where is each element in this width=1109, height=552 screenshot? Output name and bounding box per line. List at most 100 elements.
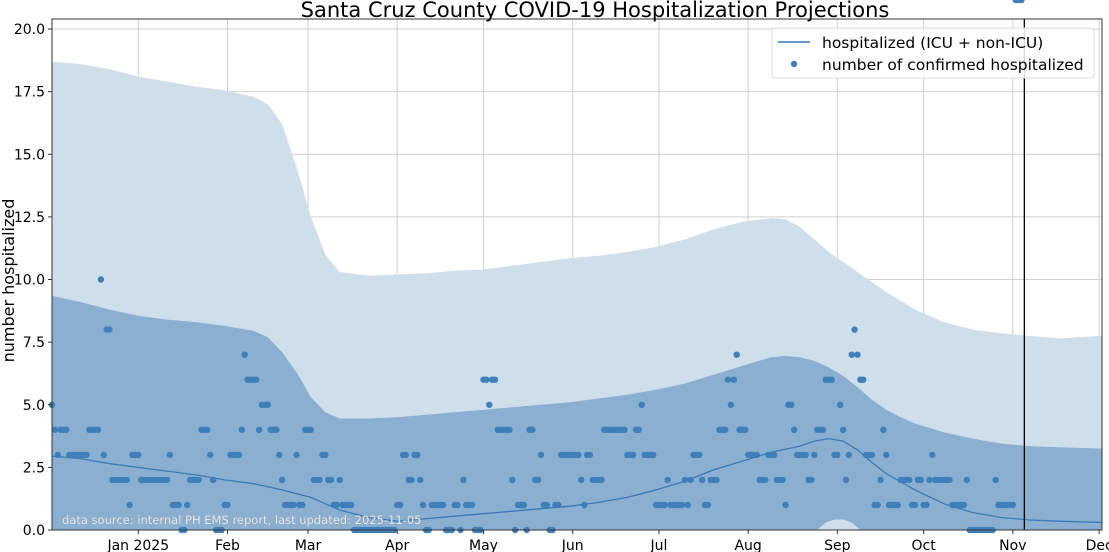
y-tick-label: 5.0 (23, 398, 45, 414)
observed-point (278, 476, 286, 484)
legend-entry-projection: hospitalized (ICU + non-ICU) (822, 34, 1043, 52)
observed-point (293, 451, 300, 459)
observed-point (874, 501, 881, 509)
observed-point (963, 476, 970, 484)
observed-point (543, 501, 550, 509)
observed-point (704, 501, 712, 509)
observed-point (782, 501, 789, 509)
data-source-annotation: data source: internal PH EMS report, las… (62, 513, 421, 527)
axes: 0.0 2.5 5.0 7.5 10.0 12.5 15.0 17.5 20.0 Jan 2025… (14, 18, 1109, 552)
observed-point (788, 401, 795, 408)
y-tick-label: 20.0 (14, 22, 45, 38)
observed-point (51, 426, 59, 433)
observed-point (834, 451, 841, 459)
x-tick-label: Apr (385, 538, 409, 552)
observed-point (316, 476, 323, 484)
observed-point (727, 401, 735, 408)
observed-point (664, 476, 671, 484)
observed-point (868, 451, 876, 459)
observed-point (336, 476, 343, 484)
x-tick-label: May (469, 538, 498, 552)
observed-point (779, 476, 786, 484)
observed-point (650, 451, 657, 459)
x-tick-label: Oct (912, 538, 937, 552)
observed-point (621, 426, 628, 433)
observed-point (575, 451, 582, 459)
observed-point (253, 376, 260, 383)
observed-point (880, 426, 887, 433)
observed-point (791, 426, 798, 433)
observed-point (529, 426, 536, 433)
plot-frame (51, 18, 1103, 531)
observed-point (241, 351, 248, 358)
observed-point (917, 476, 924, 484)
confidence-bands (52, 61, 1102, 530)
observed-point (724, 376, 732, 383)
y-tick-label: 12.5 (14, 210, 45, 226)
observed-point (408, 476, 415, 484)
legend: hospitalized (ICU + non-ICU) number of c… (771, 27, 1095, 79)
observed-point (486, 401, 493, 408)
observed-point (581, 501, 588, 509)
y-tick-label: 10.0 (14, 273, 45, 289)
x-tick-label: Jul (650, 538, 668, 552)
observed-point (235, 451, 243, 459)
observed-point (440, 501, 447, 509)
observed-point (578, 476, 585, 484)
observed-point (163, 476, 171, 484)
observed-point (184, 501, 191, 509)
observed-point (327, 476, 335, 484)
inner-confidence-band (52, 295, 1102, 530)
observed-point (414, 451, 421, 459)
observed-point (808, 476, 815, 484)
observed-point (923, 501, 930, 509)
x-tick-label: Sep (824, 538, 851, 552)
observed-point (883, 451, 890, 459)
observed-point (483, 376, 490, 383)
observed-point (713, 476, 720, 484)
observed-point (195, 476, 202, 484)
observed-point (83, 451, 90, 459)
y-tick-label: 7.5 (23, 335, 45, 351)
observed-point (992, 476, 999, 484)
observed-point (238, 426, 246, 433)
observed-point (586, 451, 594, 459)
projection-line (51, 437, 1103, 524)
observed-point (419, 501, 427, 509)
observed-point (537, 451, 545, 459)
inner-band-lower-gap (817, 519, 861, 530)
x-tick-label: Dec (1086, 538, 1109, 552)
observed-point (468, 501, 476, 509)
observed-point (698, 476, 706, 484)
observed-point (811, 451, 818, 459)
y-tick-label: 17.5 (14, 85, 45, 101)
observed-point (123, 476, 130, 484)
observed-point (396, 501, 404, 509)
legend-entry-observed: number of confirmed hospitalized (822, 56, 1084, 74)
x-tick-label: Jan 2025 (106, 538, 169, 552)
x-tick-label: Mar (295, 538, 322, 552)
observed-point (894, 501, 901, 509)
x-tick-label: Jun (561, 538, 584, 552)
observed-point (63, 426, 70, 433)
y-tick-label: 2.5 (23, 460, 45, 476)
observed-point (417, 476, 424, 484)
observed-point (854, 351, 861, 358)
observed-point (842, 476, 850, 484)
observed-point (802, 451, 809, 459)
observed-point (742, 426, 749, 433)
observed-point (224, 501, 231, 509)
observed-point (638, 401, 645, 408)
observed-point (255, 426, 263, 433)
observed-point (762, 476, 769, 484)
observed-point (770, 451, 778, 459)
observed-point (454, 501, 461, 509)
observed-point (307, 426, 315, 433)
observed-point (906, 476, 913, 484)
observed-point (828, 376, 835, 383)
legend-box (771, 27, 1095, 79)
observed-point (661, 501, 668, 509)
observed-point (322, 451, 329, 459)
observed-point (106, 326, 113, 333)
